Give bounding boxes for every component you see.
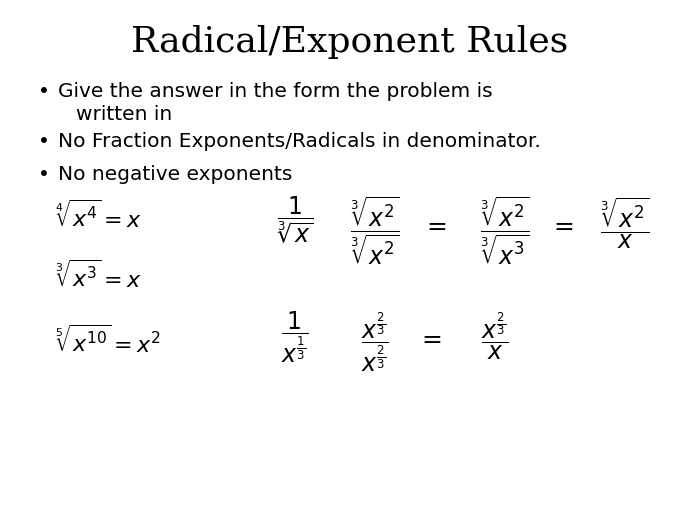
Text: Radical/Exponent Rules: Radical/Exponent Rules — [132, 25, 568, 59]
Text: •: • — [38, 82, 50, 101]
Text: $\sqrt[4]{x^4} = x$: $\sqrt[4]{x^4} = x$ — [55, 200, 142, 233]
Text: $\dfrac{x^{\frac{2}{3}}}{x^{\frac{2}{3}}}$: $\dfrac{x^{\frac{2}{3}}}{x^{\frac{2}{3}}… — [361, 310, 389, 374]
Text: No negative exponents: No negative exponents — [58, 165, 293, 184]
Text: $\sqrt[5]{x^{10}} = x^2$: $\sqrt[5]{x^{10}} = x^2$ — [55, 325, 161, 358]
Text: $\dfrac{x^{\frac{2}{3}}}{x}$: $\dfrac{x^{\frac{2}{3}}}{x}$ — [481, 310, 509, 362]
Text: $=$: $=$ — [417, 326, 442, 350]
Text: $\dfrac{1}{\sqrt[3]{x}}$: $\dfrac{1}{\sqrt[3]{x}}$ — [276, 195, 314, 246]
Text: $\dfrac{1}{x^{\frac{1}{3}}}$: $\dfrac{1}{x^{\frac{1}{3}}}$ — [281, 310, 309, 365]
Text: $\dfrac{\sqrt[3]{x^2}}{x}$: $\dfrac{\sqrt[3]{x^2}}{x}$ — [600, 195, 650, 251]
Text: Give the answer in the form the problem is: Give the answer in the form the problem … — [58, 82, 493, 101]
Text: $\dfrac{\sqrt[3]{x^2}}{\sqrt[3]{x^2}}$: $\dfrac{\sqrt[3]{x^2}}{\sqrt[3]{x^2}}$ — [350, 195, 400, 268]
Text: $\sqrt[3]{x^3} = x$: $\sqrt[3]{x^3} = x$ — [55, 260, 142, 292]
Text: written in: written in — [76, 105, 172, 124]
Text: $=$: $=$ — [422, 213, 447, 237]
Text: $\dfrac{\sqrt[3]{x^2}}{\sqrt[3]{x^3}}$: $\dfrac{\sqrt[3]{x^2}}{\sqrt[3]{x^3}}$ — [480, 195, 530, 268]
Text: No Fraction Exponents/Radicals in denominator.: No Fraction Exponents/Radicals in denomi… — [58, 132, 540, 151]
Text: •: • — [38, 165, 50, 184]
Text: •: • — [38, 132, 50, 151]
Text: $=$: $=$ — [550, 213, 575, 237]
